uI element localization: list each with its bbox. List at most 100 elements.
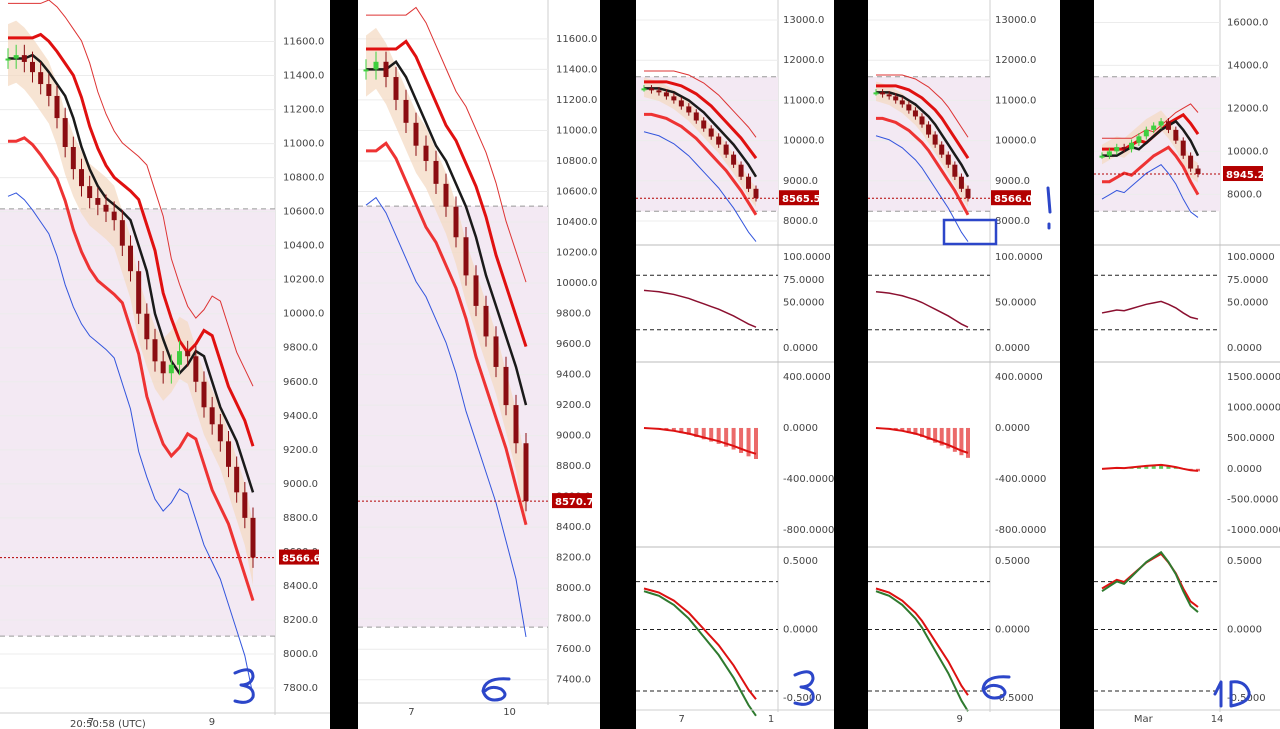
price-tick-label: 9800.0 [556, 309, 591, 320]
oscillator-pane: 0.5000 0.0000 -0.5000 [868, 546, 1060, 712]
candle-body [46, 84, 52, 96]
candle-body [423, 145, 429, 161]
candle-body [708, 128, 714, 137]
candle-body [671, 96, 677, 101]
price-tick-label: 9200.0 [283, 445, 318, 456]
candle-body [1099, 155, 1105, 158]
indicator-cloud [644, 77, 756, 207]
last-price-tag [1223, 166, 1263, 182]
candle-body [70, 146, 76, 170]
candle-body [1114, 147, 1120, 152]
macd-signal-line [875, 426, 969, 454]
candle-body [641, 88, 647, 91]
candle-body [1136, 136, 1142, 143]
macd-histogram-bar [724, 427, 729, 447]
indicator-tick-label: 0.0000 [783, 625, 818, 636]
price-tick-label: 11000.0 [995, 95, 1036, 106]
last-price-label: 8566.0 [994, 194, 1033, 205]
price-tick-label: 8800.0 [283, 513, 318, 524]
indicator-tick-label: 500.0000 [1227, 433, 1275, 444]
time-tick-label: 9 [957, 714, 963, 725]
candle-body [912, 110, 918, 117]
candle-body [932, 134, 938, 145]
lower-band-red [644, 112, 758, 216]
indicator-tick-label: 0.0000 [783, 343, 818, 354]
macd-signal-line [643, 426, 757, 455]
time-tick-label: 7 [408, 707, 414, 718]
candle-body [678, 100, 684, 107]
candle-body [919, 116, 925, 125]
candle-body [38, 72, 44, 85]
candle-body [746, 176, 752, 189]
candle-body [906, 104, 912, 111]
candle-body [373, 61, 379, 70]
candle-body [1151, 125, 1157, 130]
annotation-stroke [1213, 680, 1251, 708]
price-tick-label: 9800.0 [283, 343, 318, 354]
candle-body [731, 154, 737, 165]
candle-body [413, 122, 419, 146]
indicator-tick-label: 75.0000 [1227, 275, 1268, 286]
time-tick-label: Mar [1134, 714, 1154, 725]
candle-body [433, 160, 439, 184]
macd-histogram-bar [731, 427, 736, 450]
candle-body [738, 164, 744, 177]
price-tick-label: 7800.0 [556, 614, 591, 625]
price-tick-label: 8800.0 [556, 461, 591, 472]
price-tick-label: 10200.0 [283, 275, 324, 286]
last-price-label: 8570.7 [555, 497, 594, 508]
candle-body [1158, 121, 1164, 126]
candle-body [926, 124, 932, 135]
last-price-label: 8945.2 [1226, 170, 1265, 181]
candle-body [193, 356, 199, 382]
oscillator-pane: 0.5000 0.0000 -0.5000 [636, 546, 834, 717]
candle-body [226, 441, 231, 467]
price-tick-label: 7800.0 [283, 683, 318, 694]
price-tick-label: 10000.0 [783, 136, 824, 147]
candle-body [136, 271, 142, 314]
chart-panel-5: 16000.0 14000.0 12000.0 10000.0 8000.0 8945.2… [1094, 0, 1280, 729]
indicator-cloud [8, 20, 253, 586]
price-tick-label: 10000.0 [995, 136, 1036, 147]
candle-body [1106, 151, 1112, 156]
price-tick-label: 8200.0 [556, 553, 591, 564]
candle-body [716, 136, 722, 145]
macd-histogram-bar [926, 427, 931, 440]
exclamation-mark [1046, 186, 1052, 230]
lower-band-blue [1101, 164, 1199, 218]
indicator-tick-label: 0.0000 [995, 625, 1030, 636]
price-tick-label: 10800.0 [556, 156, 597, 167]
candle-body [95, 198, 101, 205]
last-price-tag [991, 190, 1031, 206]
indicator-tick-label: 0.0000 [995, 343, 1030, 354]
candle-body [393, 77, 399, 100]
candle-body [160, 361, 166, 374]
handwritten-annotation: 1D [1213, 680, 1251, 708]
candle-body [880, 92, 886, 95]
candle-body [177, 351, 182, 365]
lower-band-blue [643, 131, 757, 242]
macd-histogram-bar [709, 427, 714, 442]
price-tick-label: 9000.0 [283, 479, 318, 490]
time-tick-label: 10 [503, 707, 516, 718]
handwritten-annotation: 3 [233, 668, 255, 704]
candle-body [958, 176, 964, 189]
candle-body [103, 204, 109, 212]
price-tick-label: 11400.0 [283, 71, 324, 82]
indicator-cloud [1102, 110, 1198, 183]
candle-body [209, 407, 215, 425]
price-tick-label: 8000.0 [995, 216, 1030, 227]
osc-line-red [875, 587, 969, 696]
indicator-tick-label: 0.0000 [995, 423, 1030, 434]
macd-histogram-bar [739, 427, 744, 453]
macd-histogram-bar [694, 427, 699, 438]
time-tick-label: 7 [88, 717, 94, 728]
moving-average-red [644, 80, 758, 160]
candle-body [185, 351, 191, 357]
candle-body [1121, 147, 1127, 150]
annotation-stroke [481, 677, 511, 702]
price-tick-label: 11000.0 [556, 125, 597, 136]
chart-panel-2: 11600.0 11400.0 11200.0 11000.0 10800.0 10600… [358, 0, 600, 729]
price-tick-label: 14000.0 [1227, 60, 1268, 71]
